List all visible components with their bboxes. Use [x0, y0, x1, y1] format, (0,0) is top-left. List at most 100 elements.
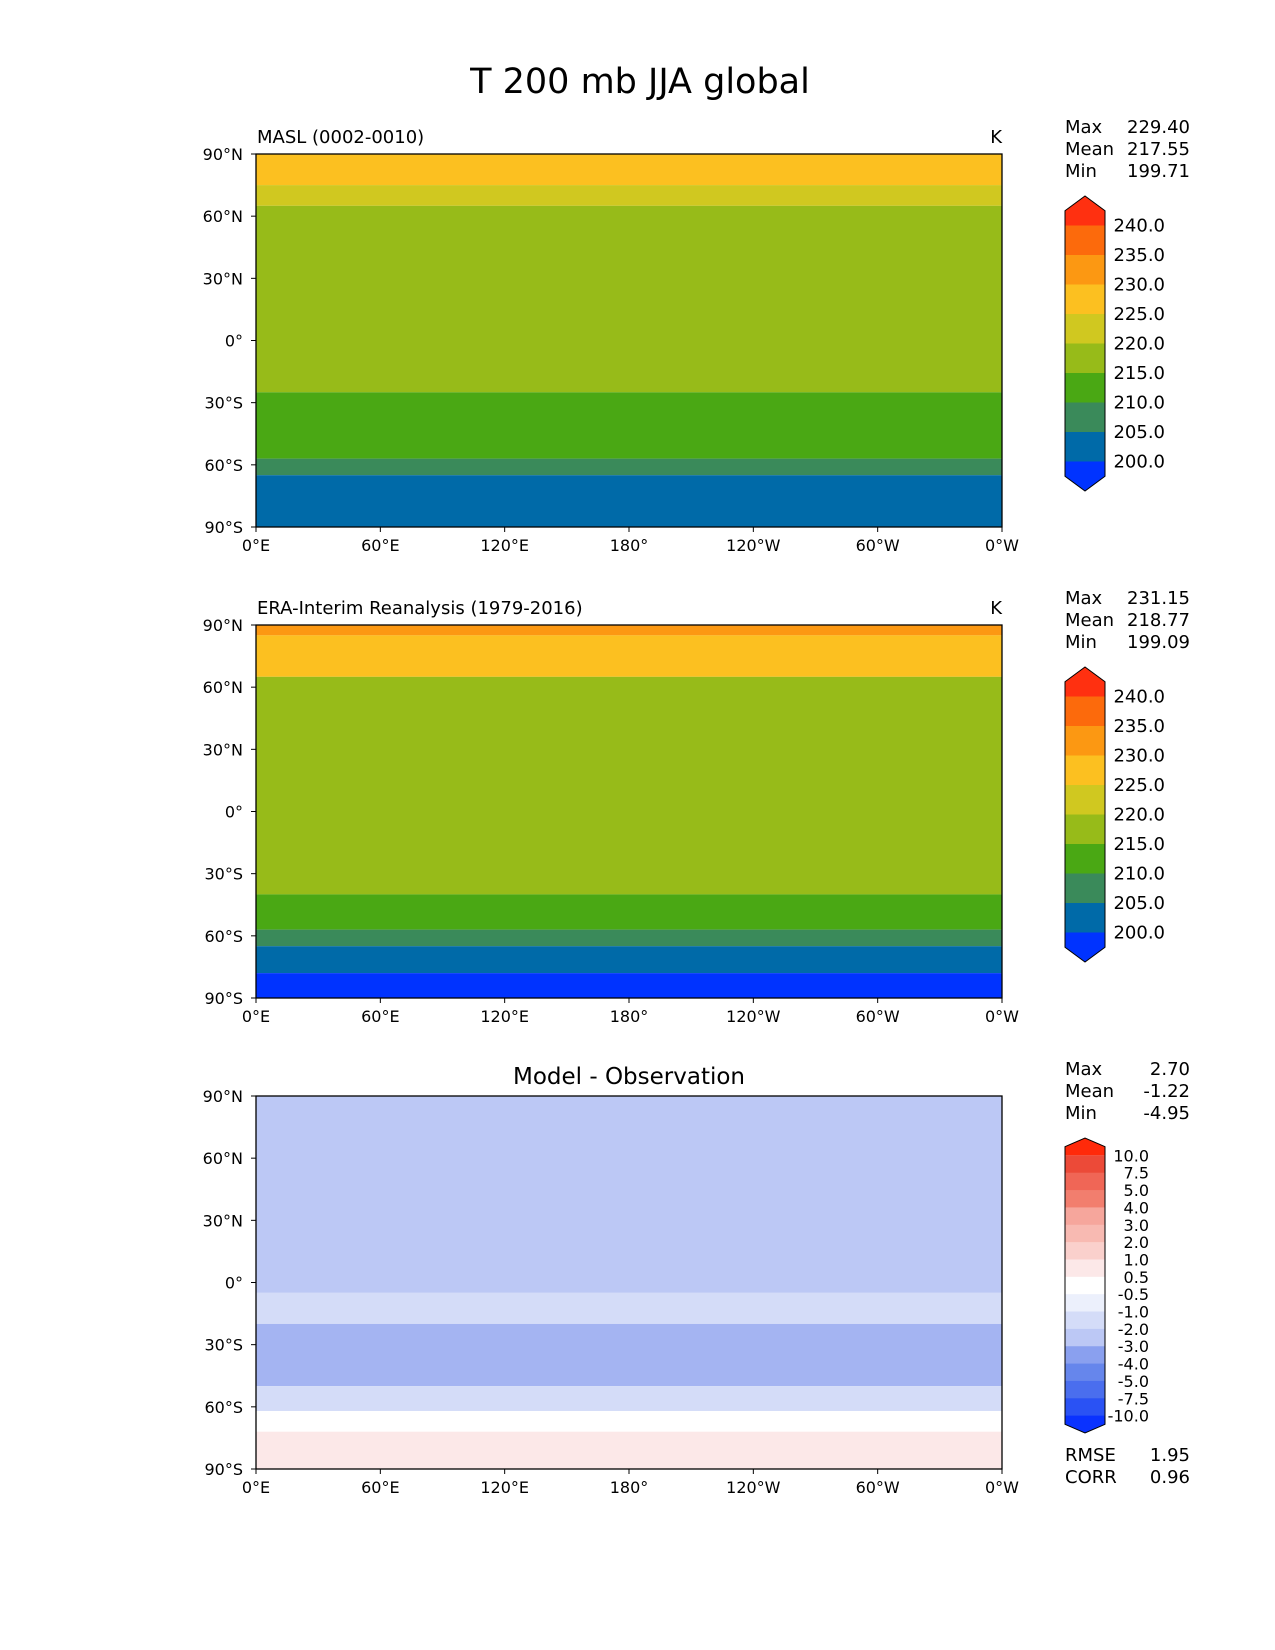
lat-tick-label: 60°S [204, 456, 243, 475]
lon-tick-label: 180° [610, 1478, 649, 1497]
colorbar-extend-max [1065, 196, 1105, 226]
colorbar-label: 230.0 [1113, 275, 1165, 296]
contour-band [256, 1386, 1002, 1411]
colorbar-label: 200.0 [1113, 452, 1165, 473]
colorbar-extend-min [1065, 1415, 1105, 1433]
contour-band [256, 894, 1002, 930]
lon-tick-label: 0°E [242, 1007, 270, 1026]
colorbar-bin [1065, 814, 1105, 845]
lon-tick-label: 0°W [985, 1478, 1019, 1497]
panel-units: K [990, 598, 1003, 619]
lon-tick-label: 60°W [856, 1478, 900, 1497]
lon-tick-label: 120°W [726, 1007, 781, 1026]
lat-tick-label: 30°N [203, 1211, 243, 1230]
colorbar-bin [1065, 1294, 1105, 1313]
stat-mean-label: Mean [1065, 1081, 1114, 1102]
lon-tick-label: 120°W [726, 1478, 781, 1497]
colorbar-label: -1.0 [1118, 1303, 1149, 1322]
colorbar-bin [1065, 1380, 1105, 1399]
lon-tick-label: 60°E [361, 1007, 399, 1026]
lat-tick-label: 30°S [204, 865, 243, 884]
colorbar-bin [1065, 696, 1105, 727]
colorbar-bin [1065, 314, 1105, 344]
colorbar-bin [1065, 402, 1105, 433]
colorbar-bin [1065, 284, 1105, 315]
colorbar-bin [1065, 1224, 1105, 1243]
colorbar-bin [1065, 1276, 1105, 1295]
lon-tick-label: 60°W [856, 536, 900, 555]
panel-subtitle: ERA-Interim Reanalysis (1979-2016) [257, 598, 583, 619]
colorbar-label: 2.0 [1124, 1233, 1149, 1252]
lat-tick-label: 30°S [204, 1336, 243, 1355]
stat-mean-label: Mean [1065, 139, 1114, 160]
contour-band [256, 625, 1002, 636]
metric-rmse-label: RMSE [1065, 1445, 1116, 1466]
colorbar-label: 200.0 [1113, 923, 1165, 944]
lon-tick-label: 120°E [480, 1007, 529, 1026]
lon-tick-label: 120°E [480, 1478, 529, 1497]
lon-tick-label: 60°E [361, 1478, 399, 1497]
colorbar-label: 0.5 [1124, 1268, 1149, 1287]
colorbar-label: -7.5 [1118, 1389, 1149, 1408]
stat-min-value: -4.95 [1143, 1103, 1190, 1124]
colorbar-bin [1065, 1155, 1105, 1174]
colorbar-label: 240.0 [1113, 687, 1165, 708]
metric-corr-value: 0.96 [1150, 1467, 1190, 1488]
figure-title: T 200 mb JJA global [469, 62, 810, 102]
colorbar-bin [1065, 755, 1105, 786]
lat-tick-label: 90°N [203, 145, 243, 164]
panel-subtitle: Model - Observation [513, 1064, 745, 1090]
stat-max-label: Max [1065, 588, 1103, 609]
panel-subtitle: MASL (0002-0010) [257, 127, 424, 148]
colorbar-bin [1065, 343, 1105, 374]
colorbar-bin [1065, 1363, 1105, 1382]
lon-tick-label: 120°E [480, 536, 529, 555]
lon-tick-label: 180° [610, 1007, 649, 1026]
lon-tick-label: 0°E [242, 1478, 270, 1497]
lon-tick-label: 180° [610, 536, 649, 555]
stat-min-label: Min [1065, 1103, 1097, 1124]
colorbar-bin [1065, 785, 1105, 815]
contour-band [256, 1431, 1002, 1469]
colorbar-label: 5.0 [1124, 1181, 1149, 1200]
colorbar-label: 205.0 [1113, 422, 1165, 443]
stat-max-value: 229.40 [1127, 117, 1190, 138]
colorbar-label: 210.0 [1113, 393, 1165, 414]
colorbar-outline [1064, 666, 1106, 963]
colorbar-bin [1065, 1172, 1105, 1191]
colorbar-label: 220.0 [1113, 334, 1165, 355]
lat-tick-label: 90°N [203, 1087, 243, 1106]
colorbar-label: 215.0 [1113, 834, 1165, 855]
colorbar-label: 240.0 [1113, 216, 1165, 237]
lat-tick-label: 60°S [204, 1398, 243, 1417]
colorbar-label: 235.0 [1113, 245, 1165, 266]
colorbar-label: -4.0 [1118, 1355, 1149, 1374]
contour-band [256, 458, 1002, 476]
colorbar-bin [1065, 1207, 1105, 1226]
colorbar-bin [1065, 1190, 1105, 1208]
panel-units: K [990, 127, 1003, 148]
contour-band [256, 1410, 1002, 1432]
stat-max-value: 231.15 [1127, 588, 1190, 609]
contour-band [256, 392, 1002, 459]
colorbar-bin [1065, 844, 1105, 874]
metric-corr-label: CORR [1065, 1467, 1117, 1488]
stat-max-value: 2.70 [1150, 1059, 1190, 1080]
colorbar-extend-min [1065, 932, 1105, 962]
lat-tick-label: 30°N [203, 269, 243, 288]
colorbar: 240.0 235.0 230.0 225.0 220.0 215.0 210.0 205.0… [1064, 666, 1165, 963]
contour-band [256, 205, 1002, 393]
contour-band [256, 475, 1002, 527]
lat-tick-label: 60°N [203, 678, 243, 697]
colorbar-bin [1065, 903, 1105, 933]
lat-tick-label: 60°N [203, 1149, 243, 1168]
contour-band [256, 1292, 1002, 1324]
colorbar-bin [1065, 1346, 1105, 1365]
contour-band [256, 185, 1002, 206]
colorbar-label: 210.0 [1113, 864, 1165, 885]
contour-band [256, 154, 1002, 186]
colorbar-bin [1065, 1398, 1105, 1417]
lon-tick-label: 0°E [242, 536, 270, 555]
colorbar-label: -0.5 [1118, 1285, 1149, 1304]
